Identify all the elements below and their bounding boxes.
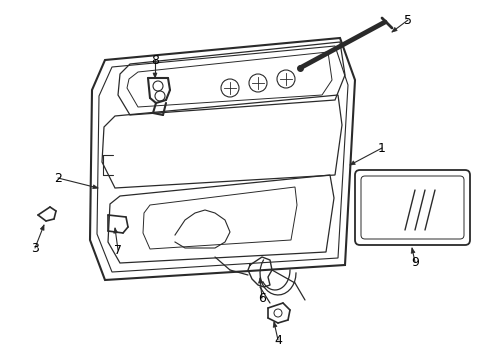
Text: 8: 8 bbox=[151, 54, 159, 67]
Polygon shape bbox=[410, 248, 414, 253]
Polygon shape bbox=[40, 225, 44, 230]
Polygon shape bbox=[153, 73, 157, 78]
Polygon shape bbox=[92, 185, 98, 189]
Text: 4: 4 bbox=[273, 333, 282, 346]
Text: 5: 5 bbox=[403, 14, 411, 27]
Polygon shape bbox=[258, 278, 262, 283]
Text: 3: 3 bbox=[31, 242, 39, 255]
Text: 6: 6 bbox=[258, 292, 265, 305]
Polygon shape bbox=[391, 27, 396, 32]
Polygon shape bbox=[114, 228, 118, 233]
Text: 2: 2 bbox=[54, 171, 62, 185]
Polygon shape bbox=[273, 322, 277, 327]
Polygon shape bbox=[349, 161, 355, 165]
Text: 9: 9 bbox=[410, 256, 418, 269]
Text: 7: 7 bbox=[114, 243, 122, 257]
Text: 1: 1 bbox=[377, 141, 385, 154]
